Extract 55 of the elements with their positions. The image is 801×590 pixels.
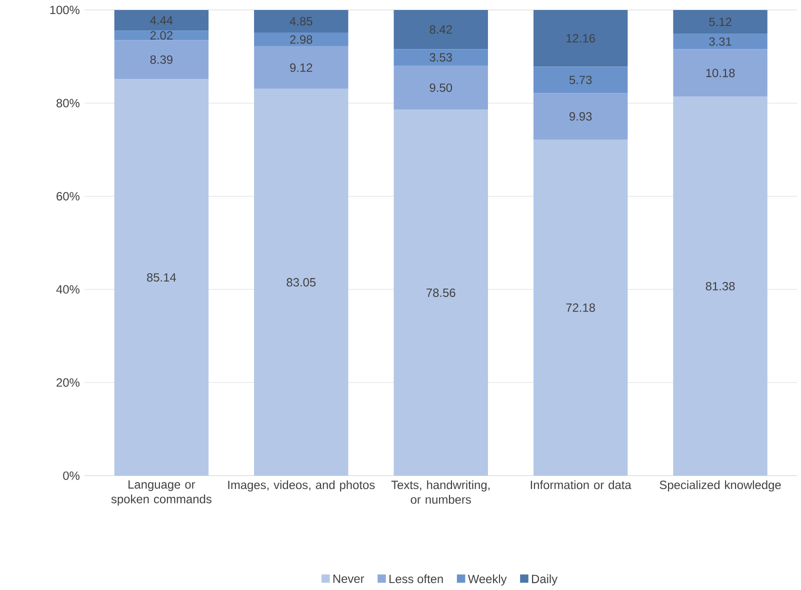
bar: [394, 48, 488, 66]
y-tick-label: 0%: [63, 471, 80, 480]
data-label: 3.53: [430, 52, 452, 62]
bar: [673, 10, 768, 34]
data-label: 78.56: [426, 288, 456, 297]
data-label: 5.73: [569, 76, 592, 84]
y-tick-label: 20%: [56, 378, 80, 387]
data-label: 2.02: [150, 30, 172, 40]
y-tick-label: 60%: [56, 192, 80, 200]
x-tick-label: Texts, handwriting, or numbers: [391, 480, 490, 504]
bar: [394, 65, 488, 110]
legend-label: Less often: [390, 574, 443, 584]
bar: [533, 139, 628, 476]
bar: [533, 10, 628, 66]
data-label: 8.42: [430, 25, 452, 34]
bar: [673, 34, 768, 50]
bar: [673, 49, 768, 96]
legend-label: Weekly: [468, 574, 507, 586]
data-label: 10.18: [706, 68, 735, 78]
y-tick-label: 80%: [56, 98, 80, 108]
data-label: 72.18: [566, 303, 595, 312]
x-tick-label: Information or data: [530, 480, 632, 489]
bar: [394, 10, 488, 49]
data-label: 2.98: [290, 35, 312, 44]
data-label: 9.12: [290, 63, 312, 72]
data-label: 4.44: [150, 16, 173, 24]
bar: [254, 10, 348, 32]
bar: [114, 10, 209, 30]
data-label: 5.12: [709, 18, 732, 26]
data-label: 4.85: [290, 16, 312, 26]
bar: [533, 93, 628, 140]
x-tick-label: Language or spoken commands: [111, 480, 212, 506]
data-label: 3.31: [709, 37, 732, 46]
data-label: 81.38: [706, 282, 735, 290]
bar: [254, 46, 348, 89]
x-tick-label: Specialized knowledge: [660, 480, 781, 492]
data-label: 8.39: [150, 55, 172, 64]
bar: [673, 96, 768, 476]
data-label: 12.16: [566, 34, 595, 42]
bar: [394, 110, 488, 476]
x-tick-label: Images, videos, and photos: [228, 480, 375, 492]
legend-label: Never: [333, 574, 364, 583]
data-label: 85.14: [147, 273, 176, 282]
legend-label: Daily: [532, 574, 558, 586]
data-label: 83.05: [286, 278, 316, 286]
y-tick-label: 40%: [56, 284, 80, 294]
bar: [533, 66, 628, 94]
bar: [254, 88, 348, 476]
bar: [254, 32, 348, 46]
y-tick-label: 100%: [50, 6, 80, 14]
data-label: 9.93: [570, 112, 592, 120]
data-label: 9.50: [430, 83, 452, 92]
bar: [114, 78, 209, 476]
bar: [114, 30, 209, 40]
bar: [114, 40, 209, 79]
